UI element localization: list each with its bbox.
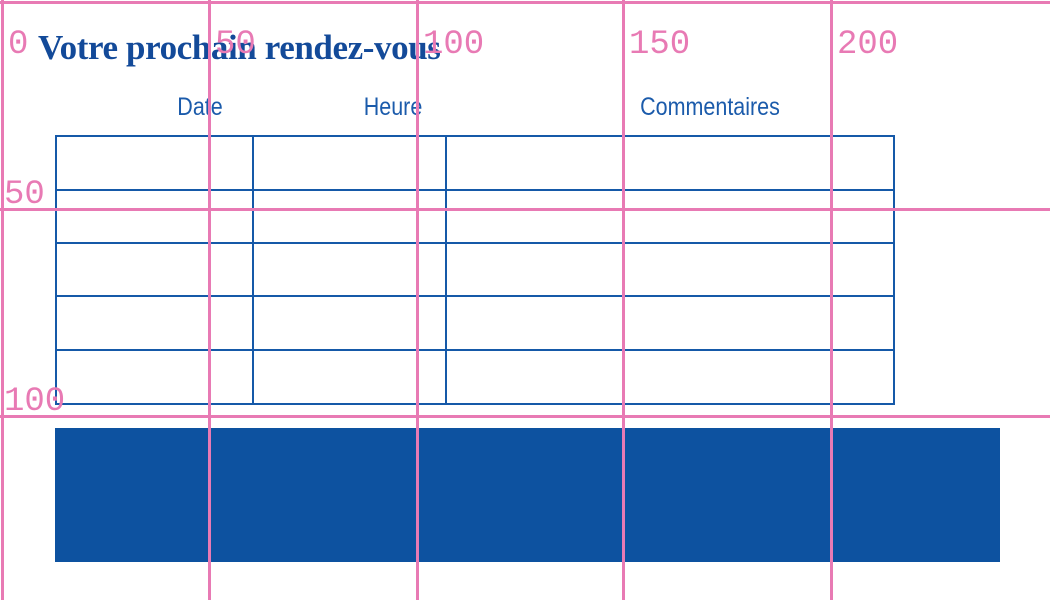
cell-commentaires[interactable] bbox=[445, 297, 897, 349]
appointment-table bbox=[55, 135, 895, 405]
footer-banner-block bbox=[55, 428, 1000, 562]
cell-heure[interactable] bbox=[252, 297, 445, 349]
page-title: Votre prochain rendez-vous bbox=[38, 28, 441, 67]
cell-date[interactable] bbox=[57, 137, 252, 189]
cell-commentaires[interactable] bbox=[445, 190, 897, 242]
cell-date[interactable] bbox=[57, 190, 252, 242]
table-row[interactable] bbox=[57, 297, 893, 351]
cell-heure[interactable] bbox=[252, 243, 445, 295]
table-row[interactable] bbox=[57, 351, 893, 405]
column-header-heure: Heure bbox=[363, 93, 423, 121]
cell-date[interactable] bbox=[57, 243, 252, 295]
cell-commentaires[interactable] bbox=[445, 243, 897, 295]
cell-heure[interactable] bbox=[252, 351, 445, 405]
cell-heure[interactable] bbox=[252, 190, 445, 242]
cell-date[interactable] bbox=[57, 297, 252, 349]
cell-commentaires[interactable] bbox=[445, 137, 897, 189]
column-header-date: Date bbox=[177, 93, 223, 121]
cell-commentaires[interactable] bbox=[445, 351, 897, 405]
table-column-headers: Date Heure Commentaires bbox=[55, 93, 895, 128]
table-row[interactable] bbox=[57, 137, 893, 191]
table-row[interactable] bbox=[57, 243, 893, 297]
table-row[interactable] bbox=[57, 190, 893, 244]
column-header-commentaires: Commentaires bbox=[640, 93, 780, 121]
cell-heure[interactable] bbox=[252, 137, 445, 189]
cell-date[interactable] bbox=[57, 351, 252, 405]
